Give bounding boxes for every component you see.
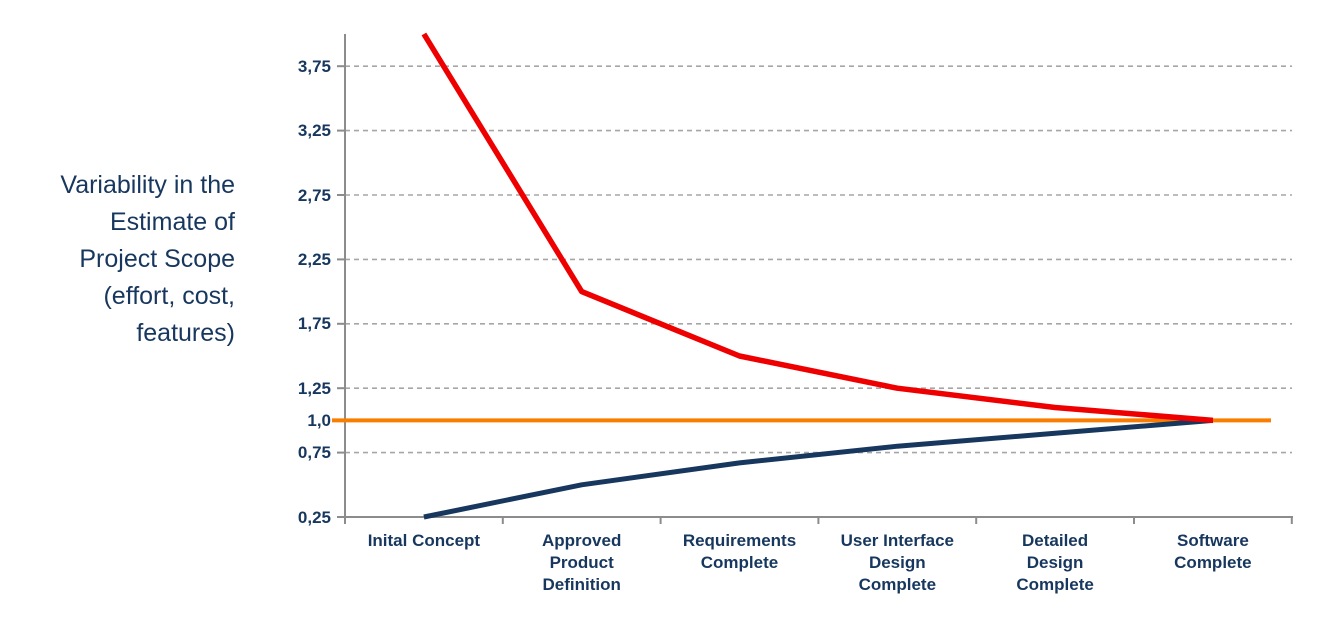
y-tick-label: 1,0 [307,410,331,430]
x-category-label: Requirements Complete [682,531,797,572]
y-tick-label: 2,25 [297,249,331,269]
series-upper-estimate-bound [421,32,1214,424]
x-category-label: Inital Concept [367,531,481,550]
y-axis-title: Variability in the Estimate of Project S… [60,171,235,347]
x-category-label: Software Complete [1174,531,1252,572]
x-category-label: Approved Product Definition [542,531,622,594]
y-tick-label: 0,25 [297,507,331,527]
y-tick-label: 2,75 [297,185,331,205]
y-tick-label: 0,75 [297,443,331,463]
series-lower-estimate-bound [423,417,1214,520]
y-tick-label: 1,25 [297,378,331,398]
y-tick-label: 1,75 [297,314,331,334]
x-category-label: User Interface Design Complete [840,531,954,594]
x-category-label: Detailed Design Complete [1016,531,1094,594]
y-tick-label: 3,25 [297,121,331,141]
y-tick-label: 3,75 [297,56,331,76]
